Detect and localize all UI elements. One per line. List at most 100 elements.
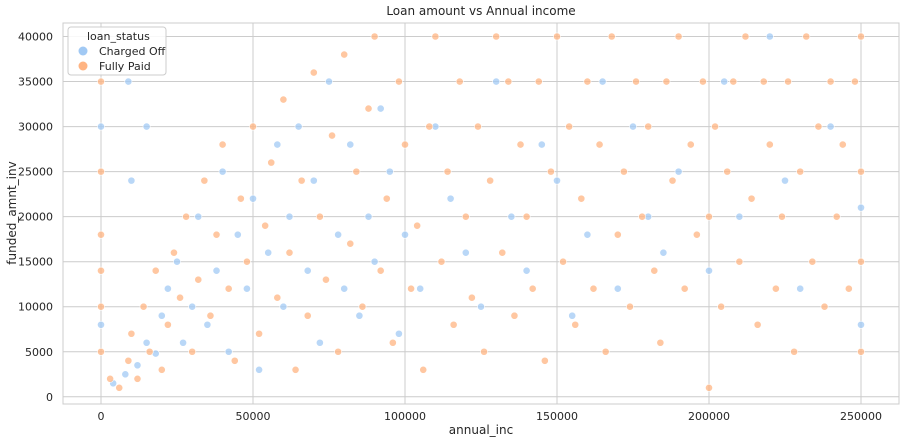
scatter-point: [97, 77, 105, 86]
scatter-point: [124, 77, 133, 86]
scatter-point: [194, 275, 203, 284]
scatter-point: [243, 284, 251, 293]
scatter-point: [540, 356, 549, 365]
scatter-point: [127, 329, 136, 338]
scatter-point: [553, 32, 561, 41]
scatter-point: [249, 194, 257, 203]
scatter-point: [395, 329, 403, 338]
scatter-point: [176, 293, 184, 302]
scatter-point: [571, 320, 580, 329]
scatter-point: [650, 266, 659, 275]
scatter-point: [565, 122, 574, 131]
scatter-point: [188, 302, 197, 311]
scatter-point: [255, 329, 263, 338]
scatter-point: [309, 176, 318, 185]
scatter-point: [340, 50, 349, 59]
scatter-point: [662, 77, 671, 86]
scatter-point: [735, 257, 744, 266]
scatter-point: [747, 194, 756, 203]
scatter-point: [179, 338, 187, 347]
scatter-point: [346, 239, 355, 248]
scatter-point: [325, 77, 333, 86]
scatter-point: [765, 140, 774, 149]
scatter-point: [294, 122, 303, 131]
scatter-point: [133, 374, 142, 383]
scatter-point: [170, 248, 178, 257]
scatter-point: [504, 77, 513, 86]
scatter-point: [461, 212, 470, 221]
plot-background: [62, 22, 900, 405]
scatter-point: [467, 293, 476, 302]
legend-label-charged-off: Charged Off: [99, 45, 166, 58]
scatter-point: [413, 221, 422, 230]
scatter-point: [832, 212, 841, 221]
scatter-point: [613, 284, 622, 293]
scatter-point: [461, 248, 470, 257]
scatter-point: [127, 176, 136, 185]
scatter-point: [674, 32, 683, 41]
scatter-point: [133, 361, 142, 370]
scatter-point: [145, 347, 154, 356]
scatter-point: [857, 320, 865, 329]
scatter-point: [765, 32, 774, 41]
scatter-point: [364, 104, 373, 113]
scatter-point: [419, 365, 428, 374]
scatter-point: [385, 167, 394, 176]
scatter-point: [537, 140, 546, 149]
scatter-point: [243, 257, 251, 266]
scatter-point: [705, 212, 713, 221]
x-tick-label: 0: [98, 410, 105, 423]
scatter-point: [97, 302, 105, 311]
scatter-point: [279, 95, 288, 104]
scatter-point: [218, 167, 227, 176]
scatter-point: [784, 77, 792, 86]
scatter-point: [97, 347, 105, 356]
scatter-point: [705, 383, 713, 392]
y-axis-label: funded_amnt_inv: [5, 161, 19, 264]
scatter-point: [437, 257, 446, 266]
scatter-point: [510, 311, 519, 320]
scatter-point: [626, 302, 634, 311]
scatter-point: [568, 311, 577, 320]
scatter-point: [157, 311, 166, 320]
scatter-point: [474, 122, 482, 131]
scatter-point: [334, 230, 343, 239]
scatter-point: [492, 77, 501, 86]
scatter-point: [680, 284, 689, 293]
scatter-point: [820, 302, 829, 311]
legend-label-fully-paid: Fully Paid: [99, 60, 151, 73]
scatter-point: [741, 32, 750, 41]
scatter-point: [619, 167, 628, 176]
scatter-point: [334, 347, 343, 356]
scatter-point: [443, 167, 452, 176]
scatter-point: [659, 248, 668, 257]
scatter-point: [589, 284, 598, 293]
scatter-point: [632, 77, 640, 86]
scatter-point: [115, 383, 124, 392]
scatter-point: [267, 158, 276, 167]
scatter-point: [163, 320, 172, 329]
scatter-point: [352, 167, 361, 176]
scatter-point: [416, 284, 425, 293]
scatter-point: [528, 284, 537, 293]
x-tick-labels: 0 50000 100000 150000 200000 250000: [98, 410, 883, 423]
x-tick-label: 150000: [536, 410, 578, 423]
scatter-point: [200, 176, 209, 185]
scatter-point: [388, 338, 397, 347]
scatter-point: [547, 167, 555, 176]
scatter-point: [97, 167, 105, 176]
scatter-point: [255, 365, 263, 374]
scatter-point: [279, 302, 288, 311]
scatter-point: [857, 203, 865, 212]
scatter-point: [449, 320, 458, 329]
scatter-point: [607, 32, 616, 41]
scatter-point: [723, 167, 732, 176]
scatter-point: [717, 302, 726, 311]
scatter-point: [395, 77, 403, 86]
scatter-point: [857, 347, 865, 356]
scatter-point: [577, 194, 586, 203]
scatter-point: [309, 68, 318, 77]
scatter-point: [771, 284, 780, 293]
scatter-point: [194, 212, 203, 221]
scatter-point: [322, 275, 330, 284]
